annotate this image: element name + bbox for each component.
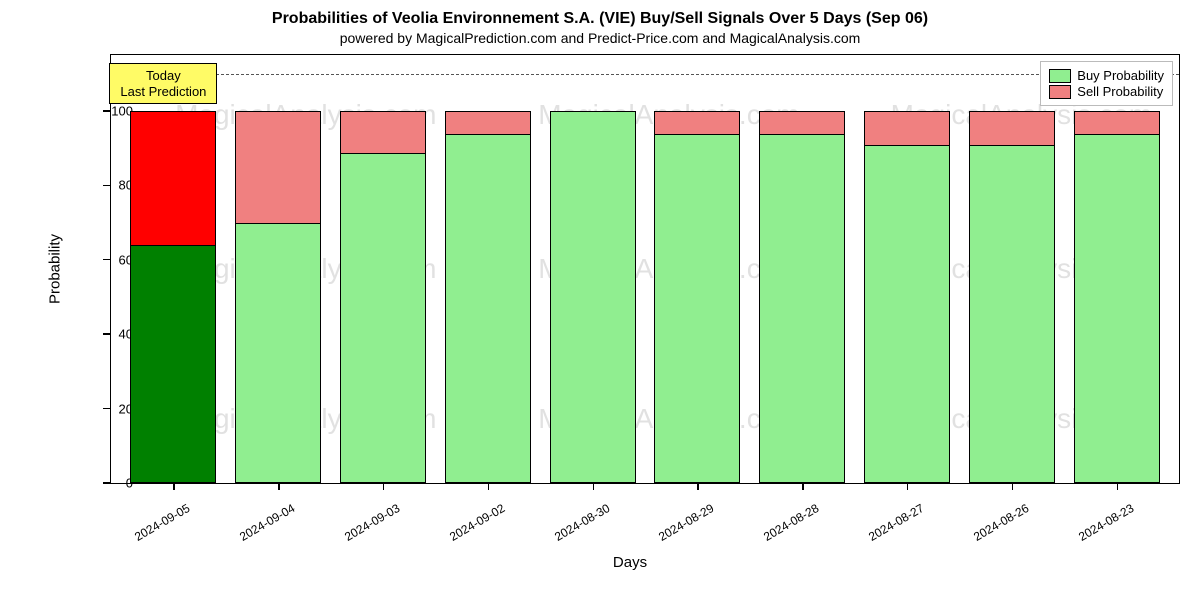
x-tick-label: 2024-09-02: [447, 501, 507, 544]
bar-segment-buy: [1075, 134, 1159, 482]
x-tick: [278, 483, 280, 490]
chart-container: Probabilities of Veolia Environnement S.…: [0, 0, 1200, 600]
bar-slot: 2024-09-03: [331, 55, 436, 483]
today-annotation-box: Today Last Prediction: [109, 63, 217, 104]
x-tick-label: 2024-08-30: [552, 501, 612, 544]
plot-wrapper: Probability MagicalAnalysis.comMagicalAn…: [80, 54, 1180, 484]
bars-row: 2024-09-052024-09-042024-09-032024-09-02…: [111, 55, 1179, 483]
chart-subtitle: powered by MagicalPrediction.com and Pre…: [20, 30, 1180, 46]
bar-segment-sell: [446, 112, 530, 134]
stacked-bar: [654, 111, 740, 483]
x-tick: [488, 483, 490, 490]
legend-swatch: [1049, 85, 1071, 99]
x-tick-label: 2024-09-05: [133, 501, 193, 544]
stacked-bar: [969, 111, 1055, 483]
stacked-bar: [1074, 111, 1160, 483]
bar-segment-buy: [341, 153, 425, 482]
bar-segment-sell: [236, 112, 320, 223]
title-block: Probabilities of Veolia Environnement S.…: [20, 10, 1180, 46]
bar-slot: 2024-08-30: [540, 55, 645, 483]
x-tick-label: 2024-09-04: [237, 501, 297, 544]
bar-segment-buy: [865, 145, 949, 482]
bar-segment-sell: [865, 112, 949, 145]
stacked-bar: [864, 111, 950, 483]
bar-slot: 2024-09-02: [435, 55, 540, 483]
plot-area: MagicalAnalysis.comMagicalAnalysis.comMa…: [110, 54, 1180, 484]
bar-segment-buy: [446, 134, 530, 482]
bar-segment-sell: [131, 112, 215, 245]
x-tick-label: 2024-08-28: [761, 501, 821, 544]
stacked-bar: [235, 111, 321, 483]
bar-segment-buy: [655, 134, 739, 482]
legend-label: Sell Probability: [1077, 84, 1163, 99]
legend: Buy ProbabilitySell Probability: [1040, 61, 1173, 106]
bar-slot: 2024-09-04: [226, 55, 331, 483]
bar-segment-buy: [760, 134, 844, 482]
x-tick-label: 2024-09-03: [342, 501, 402, 544]
x-tick: [383, 483, 385, 490]
bar-segment-sell: [655, 112, 739, 134]
legend-swatch: [1049, 69, 1071, 83]
x-tick-label: 2024-08-26: [971, 501, 1031, 544]
bar-segment-sell: [760, 112, 844, 134]
bar-slot: 2024-08-27: [855, 55, 960, 483]
stacked-bar: [550, 111, 636, 483]
x-tick-label: 2024-08-27: [866, 501, 926, 544]
x-tick: [802, 483, 804, 490]
stacked-bar: [759, 111, 845, 483]
x-tick: [593, 483, 595, 490]
bar-slot: 2024-08-26: [959, 55, 1064, 483]
x-tick-label: 2024-08-23: [1076, 501, 1136, 544]
x-tick: [173, 483, 175, 490]
stacked-bar: [445, 111, 531, 483]
x-tick: [907, 483, 909, 490]
bar-segment-buy: [551, 112, 635, 482]
bar-slot: 2024-08-28: [750, 55, 855, 483]
stacked-bar: [130, 111, 216, 483]
bar-segment-buy: [131, 245, 215, 482]
x-tick: [1117, 483, 1119, 490]
annotation-line-1: Today: [120, 68, 206, 84]
x-axis-title: Days: [80, 554, 1180, 571]
x-tick: [697, 483, 699, 490]
legend-label: Buy Probability: [1077, 68, 1164, 83]
y-axis-title: Probability: [47, 234, 64, 304]
bar-segment-sell: [341, 112, 425, 153]
legend-item: Buy Probability: [1049, 68, 1164, 83]
bar-slot: 2024-09-05: [121, 55, 226, 483]
bar-segment-buy: [236, 223, 320, 482]
stacked-bar: [340, 111, 426, 483]
bar-slot: 2024-08-29: [645, 55, 750, 483]
bar-segment-sell: [1075, 112, 1159, 134]
legend-item: Sell Probability: [1049, 84, 1164, 99]
x-tick: [1012, 483, 1014, 490]
chart-title: Probabilities of Veolia Environnement S.…: [20, 10, 1180, 28]
x-tick-label: 2024-08-29: [656, 501, 716, 544]
bar-segment-sell: [970, 112, 1054, 145]
bar-segment-buy: [970, 145, 1054, 482]
annotation-line-2: Last Prediction: [120, 84, 206, 100]
bar-slot: 2024-08-23: [1064, 55, 1169, 483]
